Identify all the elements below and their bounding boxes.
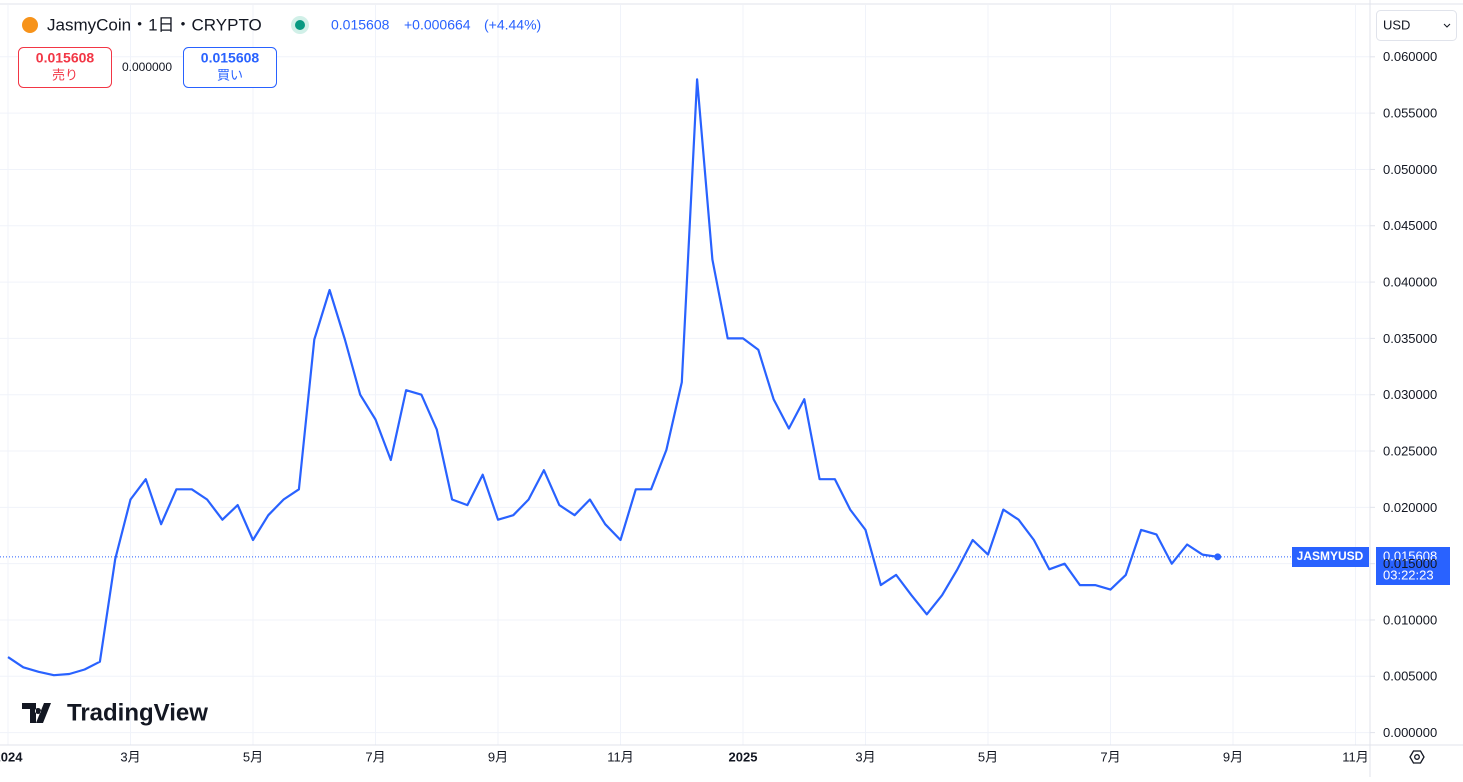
y-tick-label: 0.045000 — [1383, 218, 1437, 233]
currency-select[interactable] — [1376, 10, 1457, 41]
dropdown-arrow[interactable] — [1443, 23, 1451, 28]
y-tick-label: 0.000000 — [1383, 725, 1437, 740]
sell-button[interactable] — [18, 47, 112, 88]
last-price: 0.015608 — [1383, 548, 1437, 563]
y-tick-label: 0.050000 — [1383, 162, 1437, 177]
buy-price[interactable]: 0.015608 — [201, 50, 260, 66]
last-point — [1214, 553, 1222, 561]
spread: 0.000000 — [122, 60, 172, 74]
countdown: 03:22:23 — [1383, 567, 1434, 582]
price-tag — [1376, 547, 1450, 585]
x-tick-label: 2025 — [729, 749, 758, 764]
y-tick-label: 0.055000 — [1383, 106, 1437, 121]
x-tick-label: 7月 — [1100, 749, 1120, 764]
buy-label[interactable]: 買い — [217, 67, 243, 82]
logo-text: TradingView — [67, 699, 208, 726]
sell-label[interactable]: 売り — [52, 67, 78, 82]
settings-dot[interactable] — [1414, 754, 1420, 760]
plot — [0, 5, 1370, 745]
currency[interactable]: USD — [1383, 17, 1410, 32]
y-tick-label: 0.005000 — [1383, 669, 1437, 684]
y-tick-label: 0.010000 — [1383, 612, 1437, 627]
x-tick-label: 7月 — [365, 749, 385, 764]
coin-icon — [22, 17, 38, 33]
ticker: JASMYUSD — [1297, 549, 1364, 563]
y-tick-label: 0.035000 — [1383, 331, 1437, 346]
logo: TradingView — [22, 699, 208, 726]
y-tick-label: 0.040000 — [1383, 275, 1437, 290]
x-tick-label: 9月 — [1223, 749, 1243, 764]
y-tick-label: 0.060000 — [1383, 49, 1437, 64]
symbol: JasmyCoin・1日・CRYPTO — [47, 15, 262, 34]
x-tick-label: 11月 — [607, 749, 634, 764]
y-tick-label: 0.025000 — [1383, 443, 1437, 458]
x-tick-label: 9月 — [488, 749, 508, 764]
y-tick-label: 0.015000 — [1383, 556, 1437, 571]
x-tick-label: 2024 — [0, 749, 23, 764]
y-tick-label: 0.020000 — [1383, 500, 1437, 515]
ticker-tag — [1292, 547, 1369, 567]
settings-hex[interactable] — [1409, 750, 1425, 764]
y-tick-label: 0.030000 — [1383, 387, 1437, 402]
price: 0.015608 — [331, 17, 390, 33]
change-pct: (+4.44%) — [484, 17, 541, 33]
x-tick-label: 5月 — [243, 749, 263, 764]
x-tick-label: 3月 — [120, 749, 140, 764]
x-tick-label: 3月 — [855, 749, 875, 764]
change: +0.000664 — [404, 17, 471, 33]
status-dot — [295, 20, 305, 30]
price-line — [7, 78, 1218, 677]
x-tick-label: 5月 — [978, 749, 998, 764]
x-tick-label: 11月 — [1342, 749, 1369, 764]
sell-price[interactable]: 0.015608 — [36, 50, 95, 66]
settings-icon[interactable] — [1409, 750, 1425, 764]
buy-button[interactable] — [183, 47, 277, 88]
logo-mark — [22, 703, 51, 723]
